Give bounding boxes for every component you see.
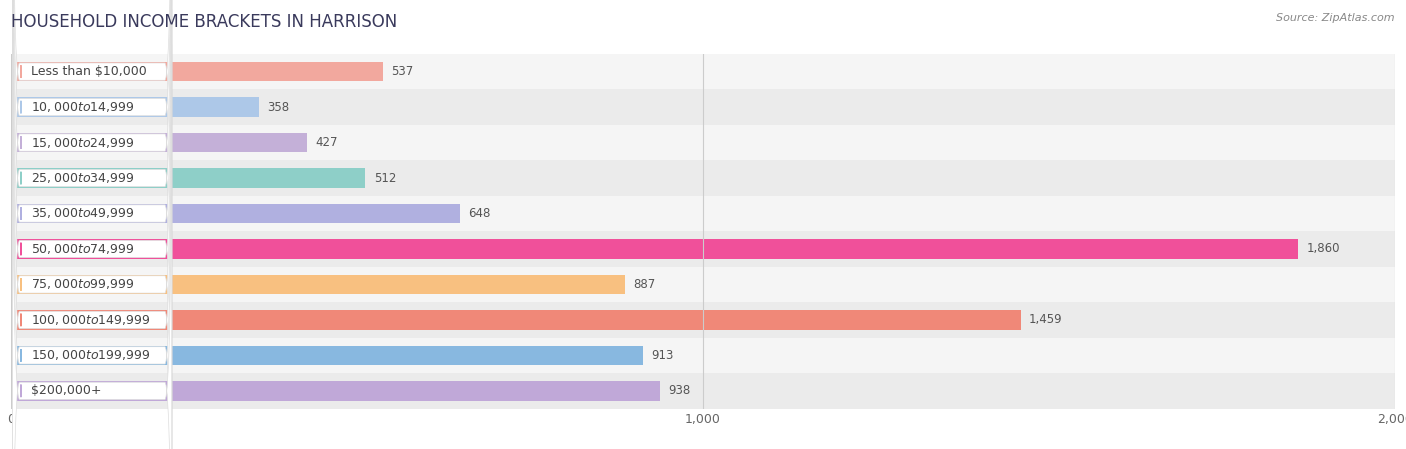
Bar [11,346,643,365]
Bar [11,196,1395,231]
Bar [11,267,1395,302]
FancyBboxPatch shape [13,0,172,449]
Text: 1,459: 1,459 [1029,313,1063,326]
FancyBboxPatch shape [13,0,172,449]
FancyBboxPatch shape [13,9,172,449]
Text: 938: 938 [668,384,690,397]
Text: $50,000 to $74,999: $50,000 to $74,999 [31,242,134,256]
Text: 537: 537 [391,65,413,78]
FancyBboxPatch shape [13,45,172,449]
Text: 358: 358 [267,101,290,114]
Text: $150,000 to $199,999: $150,000 to $199,999 [31,348,150,362]
Text: 512: 512 [374,172,396,185]
Bar [11,125,1395,160]
Bar [11,381,659,401]
Text: $100,000 to $149,999: $100,000 to $149,999 [31,313,150,327]
FancyBboxPatch shape [13,0,172,449]
Text: 427: 427 [315,136,337,149]
Bar [11,133,307,152]
Text: 648: 648 [468,207,491,220]
FancyBboxPatch shape [13,0,172,449]
Bar [11,302,1395,338]
Text: 913: 913 [651,349,673,362]
Text: $10,000 to $14,999: $10,000 to $14,999 [31,100,134,114]
Bar [11,54,1395,89]
Bar [11,239,1298,259]
Bar [11,231,1395,267]
Text: $25,000 to $34,999: $25,000 to $34,999 [31,171,134,185]
Text: $35,000 to $49,999: $35,000 to $49,999 [31,207,134,220]
Text: 1,860: 1,860 [1306,242,1340,255]
Bar [11,275,624,294]
FancyBboxPatch shape [13,0,172,449]
Text: $200,000+: $200,000+ [31,384,101,397]
Bar [11,62,382,81]
Bar [11,338,1395,373]
Text: $75,000 to $99,999: $75,000 to $99,999 [31,277,134,291]
Bar [11,310,1021,330]
Bar [11,204,460,223]
Text: $15,000 to $24,999: $15,000 to $24,999 [31,136,134,150]
Text: HOUSEHOLD INCOME BRACKETS IN HARRISON: HOUSEHOLD INCOME BRACKETS IN HARRISON [11,13,398,31]
Bar [11,97,259,117]
FancyBboxPatch shape [13,0,172,449]
FancyBboxPatch shape [13,0,172,418]
Bar [11,373,1395,409]
Bar [11,89,1395,125]
Text: 887: 887 [633,278,655,291]
Text: Source: ZipAtlas.com: Source: ZipAtlas.com [1277,13,1395,23]
FancyBboxPatch shape [13,0,172,449]
Bar [11,168,366,188]
Bar [11,160,1395,196]
Text: Less than $10,000: Less than $10,000 [31,65,146,78]
